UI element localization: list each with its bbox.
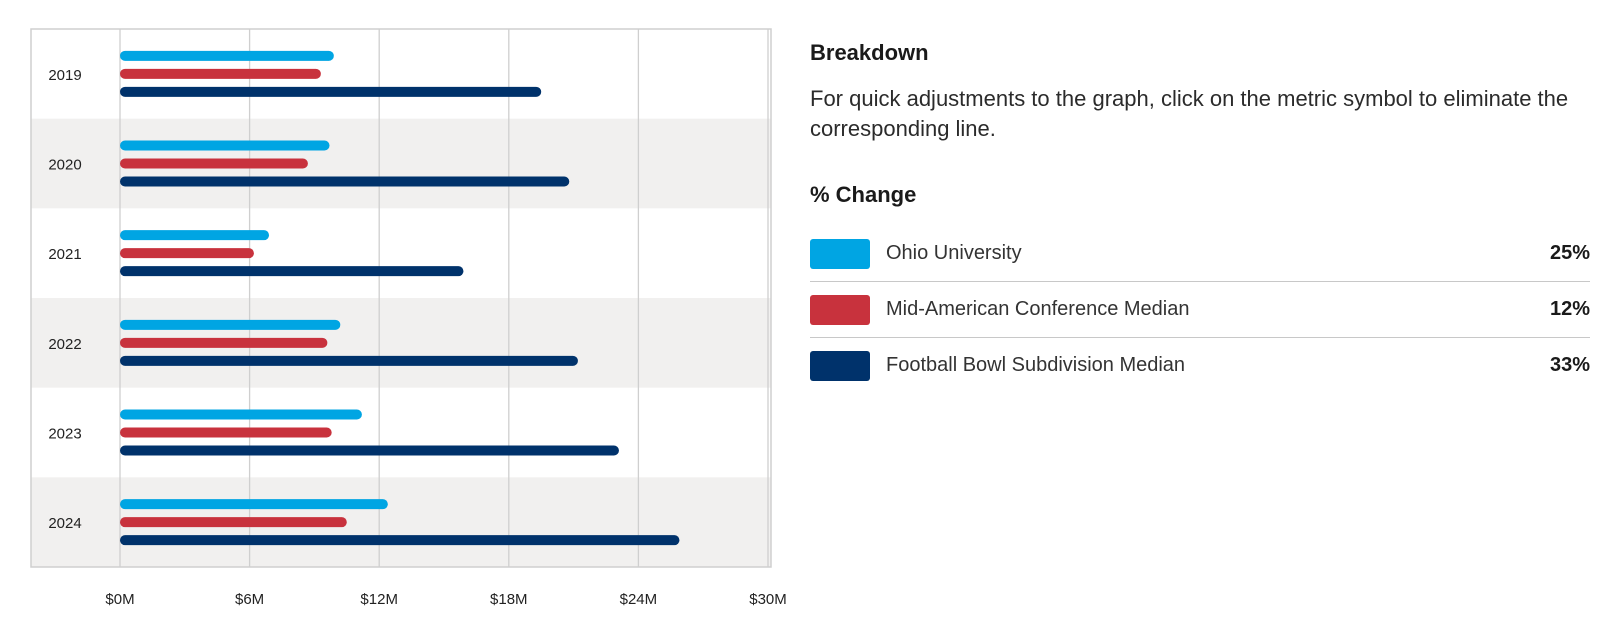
bar-ohio-university: [120, 50, 334, 61]
legend-percent: 12%: [1549, 298, 1590, 320]
bar-mac-median: [120, 337, 328, 348]
bar-mac-median: [120, 68, 321, 79]
year-label: 2023: [48, 426, 81, 443]
year-label: 2022: [48, 336, 81, 353]
year-label: 2024: [48, 515, 81, 532]
bar-ohio-university: [120, 499, 388, 510]
legend-swatch-ohio-university[interactable]: [810, 238, 870, 269]
x-tick-label: $0M: [105, 591, 134, 608]
year-label: 2021: [48, 246, 81, 263]
percent-change-title: % Change: [810, 182, 917, 207]
bar-ohio-university: [120, 319, 341, 330]
x-tick-label: $30M: [749, 591, 787, 608]
legend-row-mac-median[interactable]: Mid-American Conference Median 12%: [810, 282, 1590, 338]
plot-frame: [30, 28, 772, 568]
breakdown-panel: Breakdown For quick adjustments to the g…: [810, 40, 1590, 393]
bar-fbs-median: [120, 445, 619, 456]
bar-fbs-median: [120, 176, 570, 187]
legend-percent: 25%: [1549, 242, 1590, 264]
bar-mac-median: [120, 427, 332, 438]
bar-ohio-university: [120, 230, 270, 241]
bar-ohio-university: [120, 140, 330, 151]
x-tick-label: $24M: [620, 591, 658, 608]
legend-swatch-fbs-median[interactable]: [810, 350, 870, 381]
x-tick-label: $12M: [360, 591, 398, 608]
year-label: 2019: [48, 67, 81, 84]
bar-fbs-median: [120, 86, 542, 97]
x-tick-label: $18M: [490, 591, 528, 608]
legend-row-ohio-university[interactable]: Ohio University 25%: [810, 226, 1590, 282]
bar-fbs-median: [120, 266, 464, 277]
breakdown-description: For quick adjustments to the graph, clic…: [810, 86, 1569, 141]
bar-ohio-university: [120, 409, 362, 420]
bar-mac-median: [120, 248, 254, 259]
x-tick-label: $6M: [235, 591, 264, 608]
bar-chart: 2019 2020 2021 2022 2023 2024 $0M $6M $12M $18M $2…: [30, 28, 787, 608]
bar-mac-median: [120, 517, 347, 528]
legend-swatch-mac-median[interactable]: [810, 294, 870, 325]
legend-label: Ohio University: [886, 242, 1022, 264]
legend-row-fbs-median[interactable]: Football Bowl Subdivision Median 33%: [810, 338, 1590, 393]
year-label: 2020: [48, 157, 81, 174]
legend: Ohio University 25% Mid-American Confere…: [810, 226, 1590, 393]
legend-label: Football Bowl Subdivision Median: [886, 354, 1186, 376]
bar-mac-median: [120, 158, 308, 169]
breakdown-title: Breakdown: [810, 40, 929, 65]
legend-percent: 33%: [1549, 354, 1590, 376]
bar-fbs-median: [120, 355, 578, 366]
bar-fbs-median: [120, 535, 680, 546]
legend-label: Mid-American Conference Median: [886, 298, 1190, 320]
